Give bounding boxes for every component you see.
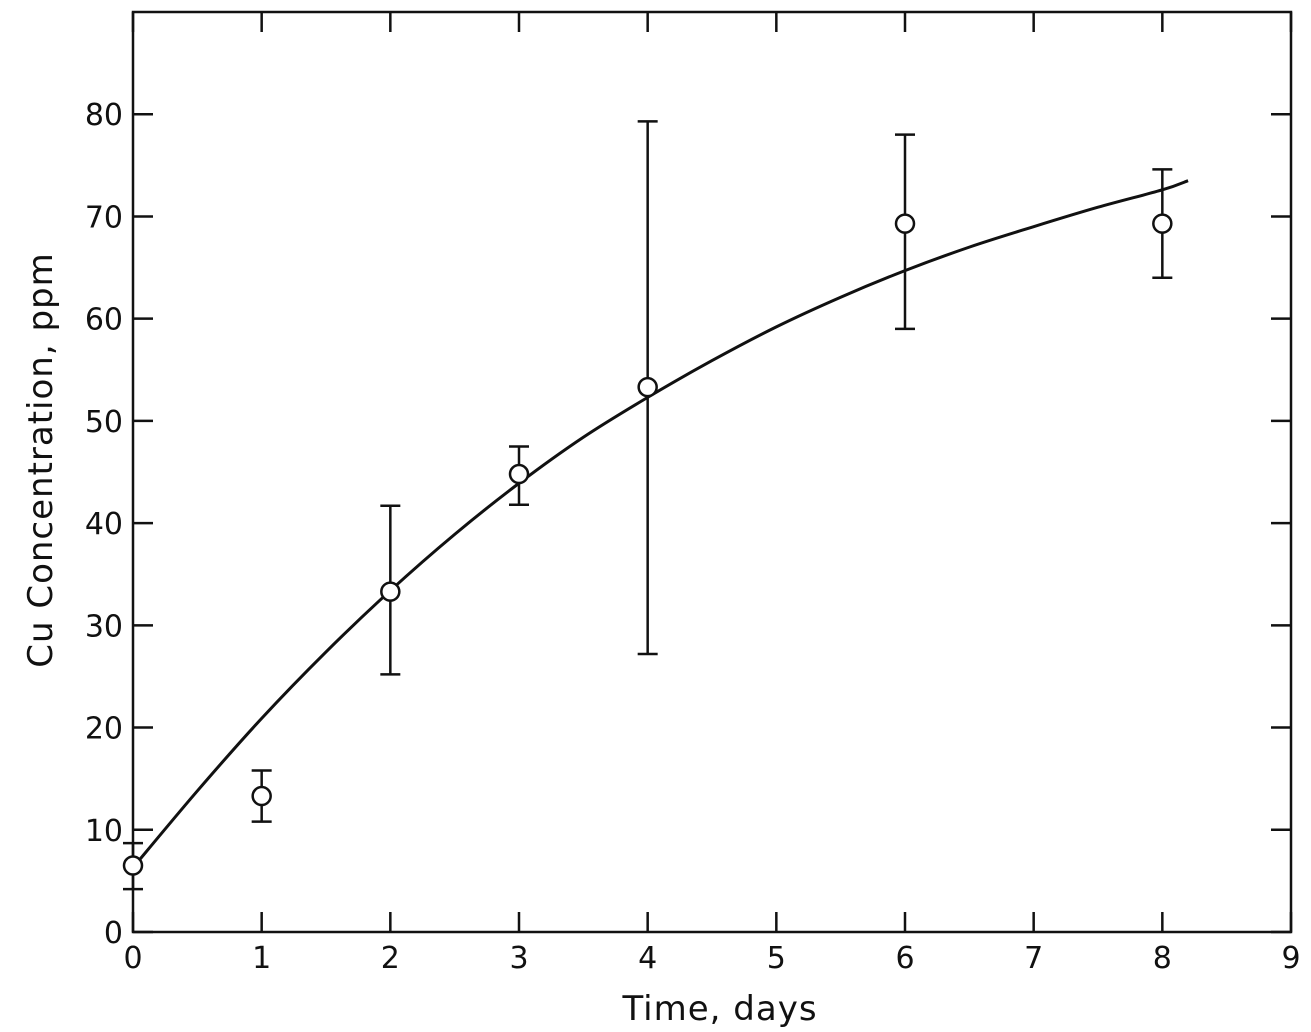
data-point-marker: [637, 376, 658, 398]
data-point-group: [637, 120, 658, 656]
data-point-group: [251, 769, 272, 823]
data-point-marker: [1152, 213, 1173, 234]
data-points-layer: [122, 120, 1173, 891]
data-point-group: [122, 841, 144, 891]
x-tick-label: 1: [252, 941, 271, 976]
x-tick-label: 8: [1153, 941, 1172, 976]
data-point-marker: [122, 855, 144, 876]
data-point-marker: [894, 213, 916, 234]
data-point-group: [1152, 168, 1173, 280]
data-point-marker: [508, 463, 530, 485]
plot-frame: [131, 10, 1293, 934]
y-tick-label: 60: [85, 303, 123, 338]
y-tick-label: 30: [85, 609, 123, 644]
x-tick-label: 7: [1024, 941, 1043, 976]
fit-curve-layer: [131, 179, 1189, 869]
labels-layer: Time, days Cu Concentration, ppm: [21, 252, 817, 1029]
data-point-marker: [251, 785, 272, 807]
y-tick-label: 70: [85, 200, 123, 235]
y-tick-label: 40: [85, 507, 123, 542]
x-tick-label: 5: [767, 941, 786, 976]
x-tick-label: 2: [381, 941, 400, 976]
y-tick-label: 10: [85, 814, 123, 849]
y-tick-label: 0: [104, 916, 123, 951]
data-point-group: [508, 445, 530, 506]
data-point-group: [380, 504, 401, 676]
axes: 0 1 2 3 4 5 6 7 8 9 0 10 20 30 40 50 60 70 80: [85, 10, 1301, 976]
x-tick-label: 9: [1281, 941, 1300, 976]
data-point-group: [894, 133, 916, 331]
fit-curve-line: [131, 179, 1189, 869]
x-axis-title: Time, days: [621, 989, 817, 1029]
x-tick-label: 6: [895, 941, 914, 976]
y-tick-label: 80: [85, 98, 123, 133]
y-axis-title: Cu Concentration, ppm: [21, 252, 61, 668]
y-tick-label: 50: [85, 405, 123, 440]
data-point-marker: [380, 581, 401, 602]
y-tick-label: 20: [85, 712, 123, 747]
x-tick-label: 3: [509, 941, 528, 976]
x-tick-label: 4: [638, 941, 657, 976]
x-tick-label: 0: [123, 941, 142, 976]
